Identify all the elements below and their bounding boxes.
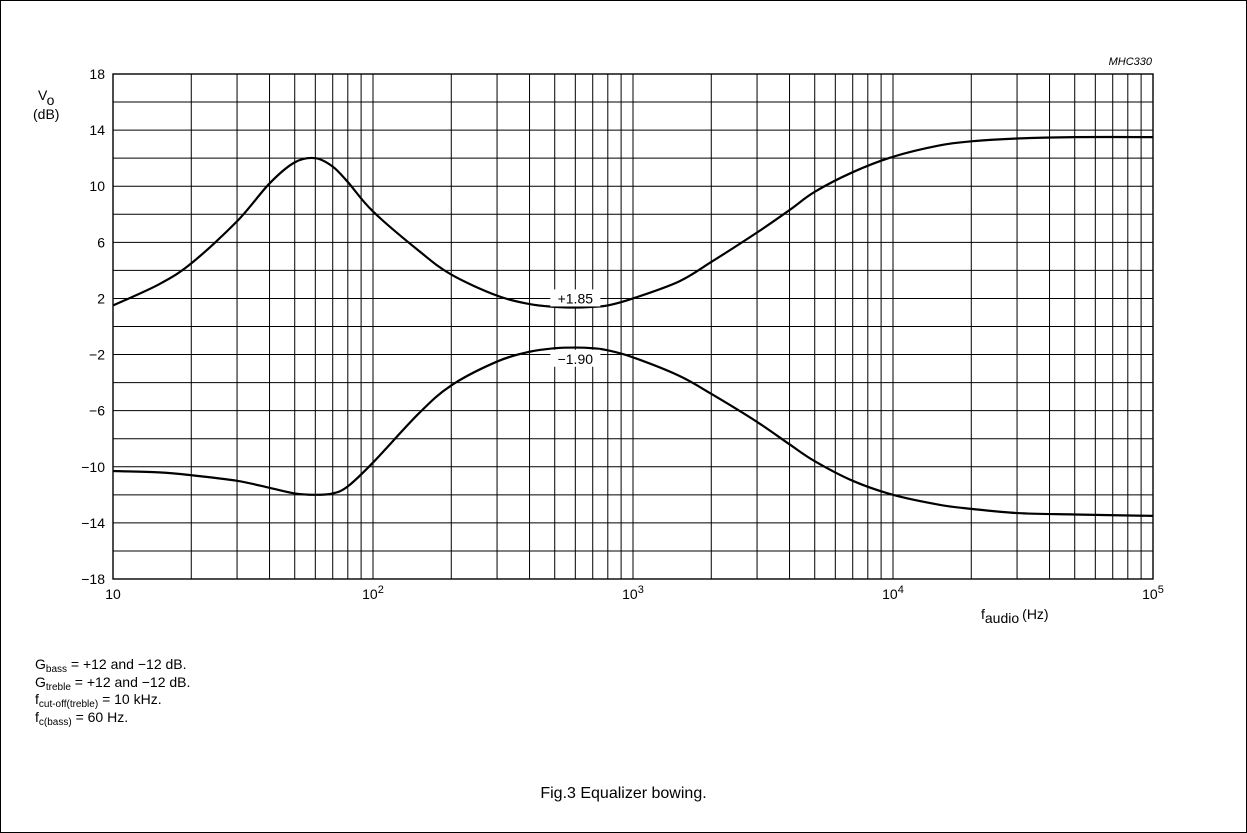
y-tick-label: 6 bbox=[97, 234, 105, 250]
y-axis-label: Vo bbox=[38, 87, 55, 108]
x-tick-exponent: 4 bbox=[898, 584, 904, 596]
x-tick-base: 10 bbox=[362, 586, 378, 602]
y-axis-label-base: V bbox=[38, 87, 48, 103]
y-tick-label: −10 bbox=[81, 459, 105, 475]
series-line-0 bbox=[112, 135, 1154, 309]
x-tick-label: 105 bbox=[1142, 584, 1164, 602]
note-f-c-bass: fc(bass) = 60 Hz. bbox=[35, 708, 129, 728]
x-axis-label: faudio (Hz) bbox=[981, 606, 1049, 626]
x-tick-label: 102 bbox=[362, 584, 384, 602]
x-tick-exponent: 2 bbox=[378, 584, 384, 596]
x-axis-label-base: f bbox=[981, 606, 985, 622]
y-tick-label: −18 bbox=[81, 571, 105, 587]
y-tick-label: 18 bbox=[89, 66, 105, 82]
y-axis-label-sub: o bbox=[47, 92, 55, 108]
series-label-0: +1.85 bbox=[558, 290, 594, 306]
series-label-bg-0 bbox=[550, 289, 601, 307]
x-tick-exponent: 5 bbox=[1158, 584, 1164, 596]
series-line-1 bbox=[112, 346, 1154, 517]
x-tick-base: 10 bbox=[622, 586, 638, 602]
x-tick-label: 103 bbox=[622, 584, 644, 602]
y-tick-label: 10 bbox=[89, 178, 105, 194]
x-tick-exponent: 3 bbox=[638, 584, 644, 596]
x-tick-base: 10 bbox=[882, 586, 898, 602]
y-tick-label: −14 bbox=[81, 515, 105, 531]
y-tick-label: −2 bbox=[89, 347, 105, 363]
series-label-1: −1.90 bbox=[558, 351, 594, 367]
figure-caption: Fig.3 Equalizer bowing. bbox=[540, 785, 707, 802]
y-tick-label: 14 bbox=[89, 122, 105, 138]
x-axis-label-sub: audio bbox=[985, 610, 1019, 626]
x-tick-base: 10 bbox=[105, 586, 121, 602]
x-tick-base: 10 bbox=[1142, 586, 1158, 602]
x-tick-label: 104 bbox=[882, 584, 904, 602]
figure-code: MHC330 bbox=[1109, 56, 1153, 68]
plot-border bbox=[112, 73, 1154, 580]
chart-notes: Gbass = +12 and −12 dB. Gtreble = +12 an… bbox=[35, 656, 191, 728]
x-tick-label: 10 bbox=[105, 586, 121, 602]
note-g-bass: Gbass = +12 and −12 dB. bbox=[35, 656, 187, 675]
chart-grid bbox=[112, 73, 1154, 580]
chart-curves: +1.85 −1.90 bbox=[112, 135, 1154, 517]
y-tick-label: −6 bbox=[89, 403, 105, 419]
note-g-treble: Gtreble = +12 and −12 dB. bbox=[35, 673, 191, 693]
y-axis-unit: (dB) bbox=[33, 106, 59, 122]
note-f-cutoff-treble: fcut-off(treble) = 10 kHz. bbox=[35, 691, 162, 710]
x-axis-label-unit: (Hz) bbox=[1022, 606, 1048, 622]
series-label-bg-1 bbox=[550, 349, 601, 367]
y-tick-label: 2 bbox=[97, 290, 105, 306]
